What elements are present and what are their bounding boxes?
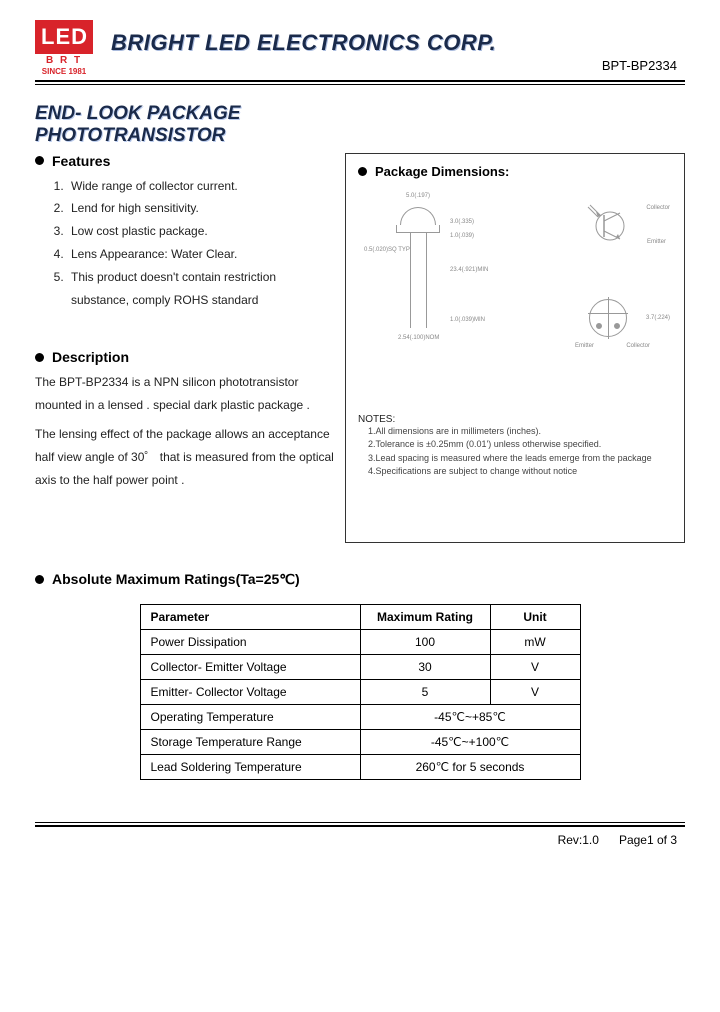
features-heading: Features: [35, 153, 335, 169]
logo-led: LED: [35, 20, 93, 54]
cell-param: Collector- Emitter Voltage: [140, 654, 360, 679]
ratings-heading: Absolute Maximum Ratings(Ta=25℃): [35, 571, 685, 588]
header-rule: [35, 80, 685, 85]
ratings-tbody: Power Dissipation 100 mW Collector- Emit…: [140, 629, 580, 779]
product-title: END- LOOK PACKAGE PHOTOTRANSISTOR: [35, 103, 685, 147]
col-unit: Unit: [490, 604, 580, 629]
logo-since: SINCE 1981: [35, 67, 93, 76]
description-p2: The lensing effect of the package allows…: [35, 423, 335, 491]
feature-item: Lens Appearance: Water Clear.: [67, 243, 335, 266]
bullet-icon: [358, 167, 367, 176]
bullet-icon: [35, 353, 44, 362]
table-row: Storage Temperature Range -45℃~+100℃: [140, 729, 580, 754]
bottom-collector: Collector: [626, 343, 650, 349]
table-row: Collector- Emitter Voltage 30 V: [140, 654, 580, 679]
logo: LED B R T SINCE 1981: [35, 20, 93, 76]
package-label: Package Dimensions:: [375, 164, 509, 179]
cell-param: Operating Temperature: [140, 704, 360, 729]
table-row: Lead Soldering Temperature 260℃ for 5 se…: [140, 754, 580, 779]
company-name: BRIGHT LED ELECTRONICS CORP.: [111, 30, 685, 56]
bottom-emitter: Emitter: [575, 343, 594, 349]
dia-pin-dot: [596, 323, 602, 329]
feature-item: This product doesn't contain restriction…: [67, 266, 335, 312]
cell-max: -45℃~+85℃: [360, 704, 580, 729]
cell-unit: V: [490, 679, 580, 704]
ratings-label: Absolute Maximum Ratings(Ta=25℃): [52, 571, 300, 588]
cell-max: -45℃~+100℃: [360, 729, 580, 754]
feature-item: Low cost plastic package.: [67, 220, 335, 243]
description-p1: The BPT-BP2334 is a NPN silicon phototra…: [35, 371, 335, 417]
product-title-l2: PHOTOTRANSISTOR: [35, 125, 225, 146]
feature-item: Lend for high sensitivity.: [67, 197, 335, 220]
dim-body-dia: 3.0(.335): [450, 219, 474, 225]
package-diagram: 5.0(.197) 3.0(.335) 1.0(.039) 0.5(.020)S…: [358, 189, 672, 404]
dia-lead: [410, 233, 411, 328]
col-max-rating: Maximum Rating: [360, 604, 490, 629]
table-row: Operating Temperature -45℃~+85℃: [140, 704, 580, 729]
dim-top-width: 5.0(.197): [406, 193, 430, 199]
cell-unit: mW: [490, 629, 580, 654]
note-item: 2.Tolerance is ±0.25mm (0.01') unless ot…: [368, 438, 672, 452]
footer-rev: Rev:1.0: [558, 833, 599, 847]
header: LED B R T SINCE 1981 BRIGHT LED ELECTRON…: [35, 20, 685, 76]
dia-lead: [426, 233, 427, 328]
features-label: Features: [52, 153, 110, 169]
cell-param: Storage Temperature Range: [140, 729, 360, 754]
ratings-table: Parameter Maximum Rating Unit Power Diss…: [140, 604, 581, 780]
description-heading: Description: [35, 349, 335, 365]
table-row: Power Dissipation 100 mW: [140, 629, 580, 654]
product-title-l1: END- LOOK PACKAGE: [35, 103, 240, 124]
features-list: Wide range of collector current. Lend fo…: [35, 175, 335, 312]
main-columns: Features Wide range of collector current…: [35, 153, 685, 543]
table-row: Emitter- Collector Voltage 5 V: [140, 679, 580, 704]
col-parameter: Parameter: [140, 604, 360, 629]
cell-param: Lead Soldering Temperature: [140, 754, 360, 779]
part-number: BPT-BP2334: [111, 58, 685, 73]
left-column: Features Wide range of collector current…: [35, 153, 335, 543]
footer-page: Page1 of 3: [619, 833, 677, 847]
bullet-icon: [35, 156, 44, 165]
package-heading: Package Dimensions:: [358, 164, 672, 179]
pin-emitter: Emitter: [647, 239, 666, 245]
feature-item: Wide range of collector current.: [67, 175, 335, 198]
footer: Rev:1.0 Page1 of 3: [35, 833, 685, 847]
note-item: 4.Specifications are subject to change w…: [368, 465, 672, 479]
description-label: Description: [52, 349, 129, 365]
package-box: Package Dimensions: 5.0(.197) 3.0(.335) …: [345, 153, 685, 543]
dim-lead-sp-min: 1.0(.039)MIN: [450, 317, 485, 323]
pin-collector: Collector: [646, 205, 670, 211]
cell-param: Power Dissipation: [140, 629, 360, 654]
notes-label: NOTES:: [358, 414, 672, 425]
footer-rule: [35, 822, 685, 827]
dia-crosshair: [608, 297, 609, 339]
table-header-row: Parameter Maximum Rating Unit: [140, 604, 580, 629]
cell-max: 5: [360, 679, 490, 704]
dia-dome: [400, 207, 436, 225]
note-item: 3.Lead spacing is measured where the lea…: [368, 452, 672, 466]
note-item: 1.All dimensions are in millimeters (inc…: [368, 425, 672, 439]
dim-lead-sq: 0.5(.020)SQ TYP: [364, 247, 410, 253]
right-column: Package Dimensions: 5.0(.197) 3.0(.335) …: [345, 153, 685, 543]
dim-bottom-dia: 3.7(.224): [646, 315, 670, 321]
dim-lead-sp-nom: 2.54(.100)NOM: [398, 335, 439, 341]
notes-list: 1.All dimensions are in millimeters (inc…: [358, 425, 672, 479]
cell-max: 30: [360, 654, 490, 679]
dim-lead-len: 23.4(.921)MIN: [450, 267, 488, 273]
bullet-icon: [35, 575, 44, 584]
cell-max: 100: [360, 629, 490, 654]
dim-flange: 1.0(.039): [450, 233, 474, 239]
cell-unit: V: [490, 654, 580, 679]
company-block: BRIGHT LED ELECTRONICS CORP. BPT-BP2334: [111, 20, 685, 73]
transistor-symbol-icon: [582, 201, 652, 251]
dia-pin-dot: [614, 323, 620, 329]
logo-brt: B R T: [35, 55, 93, 66]
cell-max: 260℃ for 5 seconds: [360, 754, 580, 779]
dia-flange: [396, 225, 440, 233]
cell-param: Emitter- Collector Voltage: [140, 679, 360, 704]
